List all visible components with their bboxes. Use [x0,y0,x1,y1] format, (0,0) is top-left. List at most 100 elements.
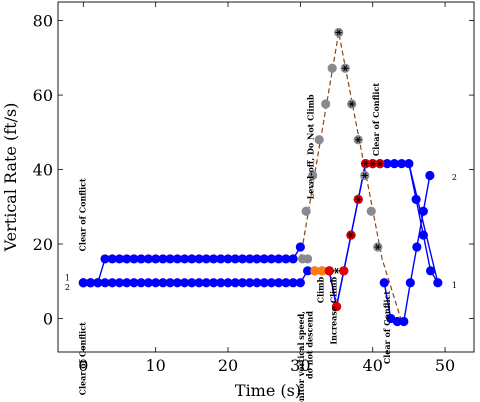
x-tick-label: 50 [435,356,455,375]
series-2-point [143,254,154,264]
series-end-label: 2 [65,283,70,292]
series-2-point [321,99,331,109]
series-1-point [172,278,182,288]
advisory-annotation: Clear of Conflict [382,291,392,364]
star-stroke [370,160,375,167]
series-2-point [187,254,197,264]
advisory-annotation: Clear of Conflict [371,83,381,156]
series-1-point [303,266,313,276]
x-tick-label: 0 [78,356,88,375]
series-2-point [295,242,305,252]
series-1-point [187,278,197,288]
series-2-point [85,278,96,288]
series-2-point [136,254,146,264]
series-1-point [404,158,414,169]
series-1-point [397,158,407,169]
series-2-point [418,206,428,216]
series-1-point [107,278,117,288]
increase-climb-point [339,266,349,276]
star-marker [361,172,368,179]
star-stroke [336,29,341,36]
series-2-point [288,254,298,264]
series-1-point [158,278,168,288]
series-1-point [129,278,139,288]
series-2-point [230,254,240,264]
series-1-point [151,278,161,288]
star-stroke [377,160,382,167]
advisory-annotation: Clear of Conflict [77,322,87,395]
series-1-point [433,278,443,288]
markers [78,27,443,327]
series-2-point [180,254,190,264]
advisory-annotation: Level-off, Do Not Climb [305,94,315,199]
star-stroke [334,267,339,274]
series-2-point [281,254,291,264]
series-1-point [274,278,284,288]
star-stroke [362,172,367,179]
series-2-point [100,254,110,264]
series-1-point [223,278,233,288]
series-1-point [136,278,146,288]
star-marker [335,29,342,36]
star-stroke [363,160,368,167]
series-2-point [308,170,318,181]
series-1-point [194,278,204,288]
series-end-label: 2 [452,173,457,182]
increase-climb-point [324,266,334,276]
x-axis-label: Time (s) [235,381,301,400]
series-2-point [165,254,175,264]
series-1-point [288,278,298,288]
x-tick-label: 20 [218,356,238,375]
series-2-point [405,278,415,288]
series-1-point [230,278,240,288]
y-tick-label: 20 [33,235,53,254]
series-2-point [151,254,161,264]
series-1-point [425,266,436,276]
advisory-annotation: Increase Climb [329,276,339,344]
y-tick-label: 60 [33,86,53,105]
series-2-point [172,254,182,264]
series-1-point [411,194,421,204]
series-1-point [389,158,400,169]
series-2-point [303,254,313,264]
series-1-point [114,278,125,288]
series-2-point [252,254,262,264]
star-marker [348,100,355,108]
series-2-point [245,254,255,264]
series-2-point [392,316,402,327]
y-tick-label: 40 [33,161,53,180]
x-tick-label: 30 [290,356,310,375]
series-2-point [114,254,125,264]
series-lines [83,32,439,323]
series-2-point [237,254,248,264]
star-marker [362,160,369,167]
series-2-line [83,246,301,284]
series-1-point [201,278,211,288]
series-2-point [216,254,226,264]
series-2-point [223,254,233,264]
star-marker [355,196,362,203]
star-marker [355,136,362,143]
series-1-point [418,230,428,240]
star-stroke [348,232,354,239]
y-tick-label: 80 [33,12,53,31]
series-1-point [382,158,392,169]
series-end-label: 1 [452,281,457,290]
series-2-point [274,254,284,264]
series-2-point [399,316,409,327]
series-2-point [129,254,139,264]
series-1-point [252,278,262,288]
y-tick-label: 0 [43,309,53,328]
advisory-annotation: Clear of Conflict [77,178,87,251]
star-stroke [356,196,361,203]
series-2-point [259,254,269,264]
star-marker [376,160,384,167]
series-1-trend-line [328,162,439,307]
series-1-point [281,278,291,288]
star-stroke [356,136,361,143]
series-2-point [201,254,211,264]
star-marker [374,243,381,251]
series-2-point [412,242,422,252]
